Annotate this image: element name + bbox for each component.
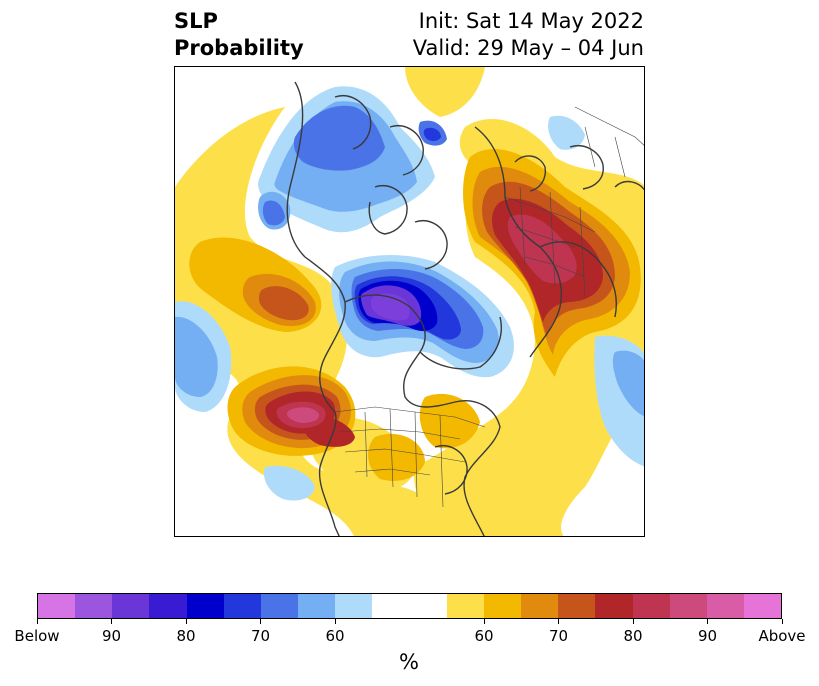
colorbar-swatch bbox=[112, 594, 150, 618]
colorbar-tick-label: Below bbox=[14, 627, 60, 645]
colorbar-swatch bbox=[446, 594, 484, 618]
colorbar-swatch bbox=[186, 594, 224, 618]
colorbar-swatch bbox=[558, 594, 596, 618]
valid-date: Valid: 29 May – 04 Jun bbox=[412, 36, 644, 60]
init-date: Init: Sat 14 May 2022 bbox=[418, 9, 644, 33]
colorbar-tick-label: 80 bbox=[623, 627, 643, 645]
colorbar-tick bbox=[483, 619, 485, 624]
probability-map bbox=[174, 66, 645, 537]
colorbar-swatch bbox=[521, 594, 559, 618]
colorbar-swatch bbox=[595, 594, 633, 618]
colorbar-swatch bbox=[298, 594, 336, 618]
colorbar-swatch bbox=[409, 594, 447, 618]
colorbar-swatch bbox=[149, 594, 187, 618]
colorbar-swatch bbox=[38, 594, 76, 618]
colorbar-swatch bbox=[706, 594, 744, 618]
colorbar-swatch bbox=[483, 594, 522, 618]
colorbar-tick bbox=[185, 619, 187, 624]
colorbar-tick-label: 70 bbox=[548, 627, 569, 645]
colorbar-tick bbox=[334, 619, 336, 624]
colorbar-tick bbox=[36, 619, 38, 624]
colorbar-swatch bbox=[669, 594, 707, 618]
colorbar-tick bbox=[111, 619, 112, 624]
map-canvas bbox=[175, 67, 644, 536]
colorbar-tick-label: 90 bbox=[697, 627, 718, 645]
colorbar-tick-label: 70 bbox=[250, 627, 271, 645]
colorbar-tick-label: 60 bbox=[474, 627, 494, 645]
coastlines bbox=[286, 81, 644, 536]
colorbar-tick bbox=[260, 619, 261, 624]
colorbar-tick-label: Above bbox=[758, 627, 806, 645]
date-info: Init: Sat 14 May 2022 Valid: 29 May – 04… bbox=[413, 8, 644, 62]
colorbar-tick-label: 90 bbox=[101, 627, 122, 645]
country-borders bbox=[334, 106, 644, 508]
colorbar-swatch bbox=[335, 594, 373, 618]
colorbar-swatch bbox=[632, 594, 670, 618]
colorbar-swatch bbox=[743, 594, 782, 618]
colorbar-tick-label: 80 bbox=[176, 627, 196, 645]
colorbar-swatch bbox=[223, 594, 261, 618]
colorbar-tick-label: 60 bbox=[325, 627, 345, 645]
colorbar-swatch bbox=[372, 594, 410, 618]
colorbar-tick bbox=[558, 619, 559, 624]
colorbar-tick bbox=[632, 619, 634, 624]
colorbar-swatch bbox=[260, 594, 299, 618]
colorbar-swatch bbox=[75, 594, 113, 618]
colorbar-tick bbox=[707, 619, 708, 624]
colorbar bbox=[37, 593, 782, 619]
colorbar-tick bbox=[781, 619, 783, 624]
colorbar-unit: % bbox=[399, 650, 419, 674]
map-title: SLP Probability bbox=[174, 9, 304, 60]
